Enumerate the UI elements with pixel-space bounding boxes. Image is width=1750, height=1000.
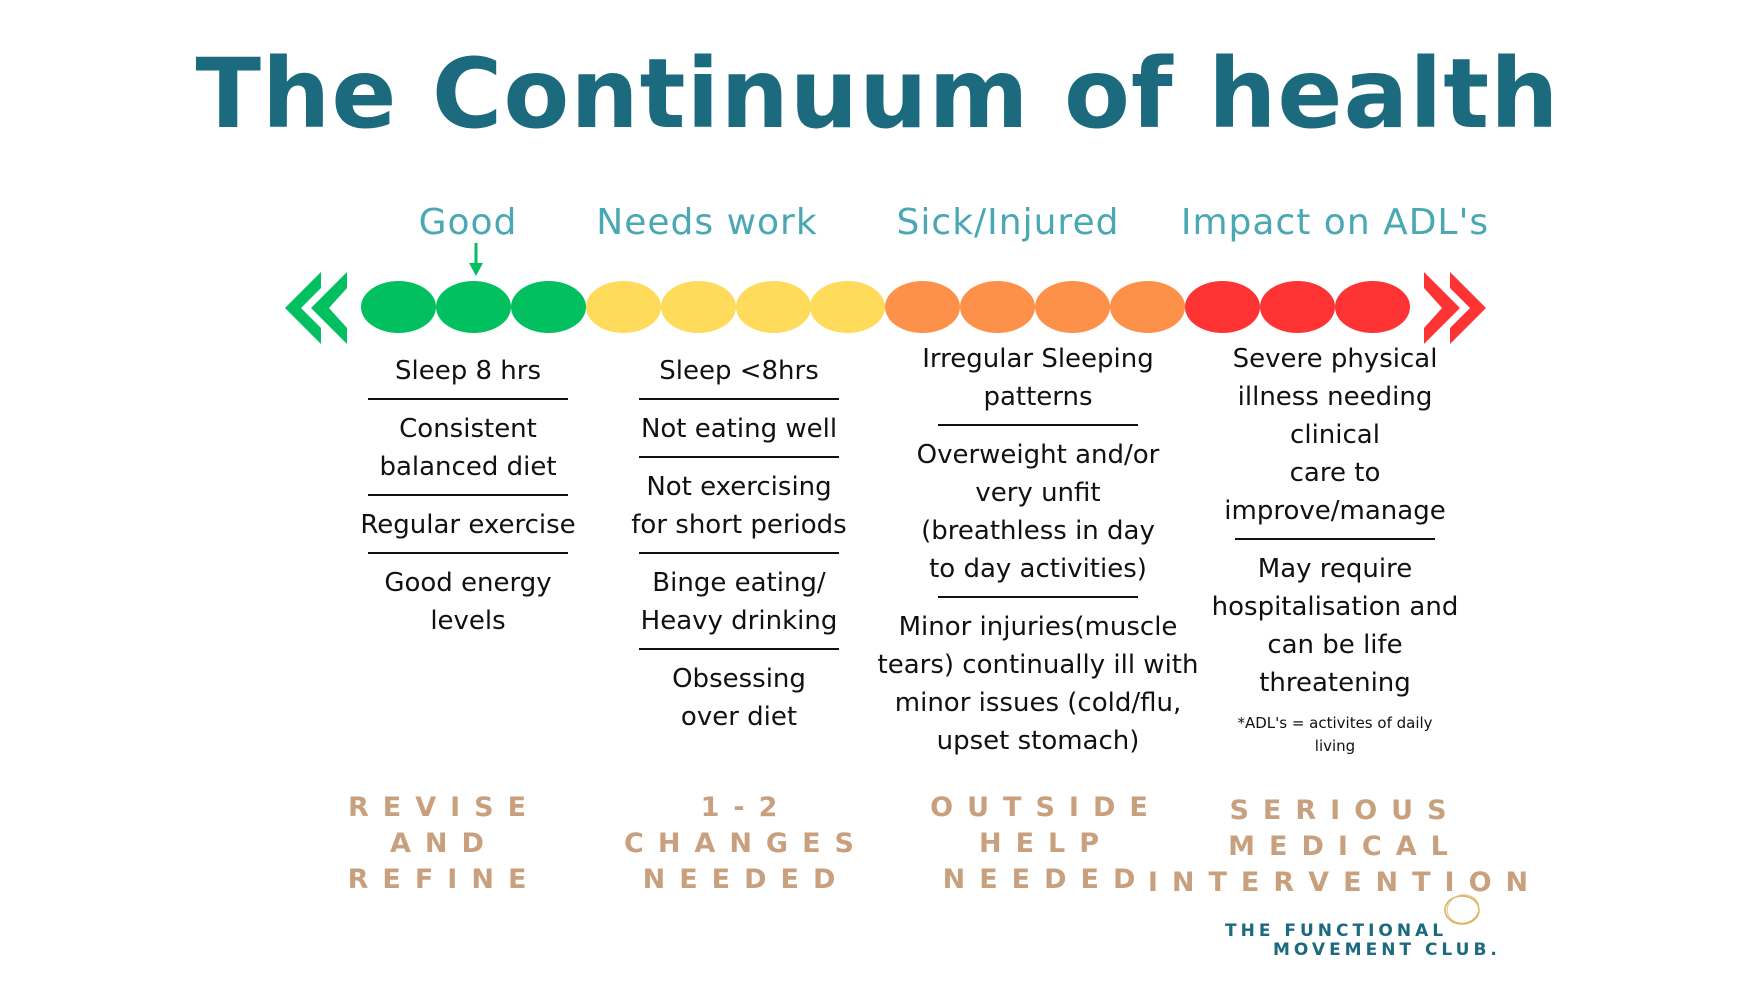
double-chevron-left-icon xyxy=(285,272,347,344)
scale-dot xyxy=(885,281,961,333)
column-impact-adl: Severe physical illness needing clinical… xyxy=(1170,338,1500,758)
logo-text-line2: MOVEMENT CLUB. xyxy=(1273,940,1501,960)
list-item: Not eating well xyxy=(640,414,838,444)
category-good: Good xyxy=(418,202,518,243)
scale-dot xyxy=(1334,281,1410,333)
list-item: Minor injuries(muscle tears) continually… xyxy=(877,612,1199,756)
list-item: Obsessing over diet xyxy=(672,664,806,732)
scale-dot xyxy=(435,281,511,333)
list-item: Irregular Sleeping patterns xyxy=(922,344,1154,412)
divider xyxy=(368,552,568,554)
list-item: Good energy levels xyxy=(384,568,552,636)
outcome-outside-help: OUTSIDE HELP NEEDED xyxy=(930,792,1162,895)
down-arrow-icon xyxy=(469,243,483,276)
footnote: *ADL's = activites of daily living xyxy=(1237,714,1433,755)
divider xyxy=(639,648,839,650)
list-item: Sleep 8 hrs xyxy=(394,356,541,386)
logo: THE FUNCTIONAL MOVEMENT CLUB. xyxy=(1225,893,1497,963)
divider xyxy=(1235,538,1435,540)
divider xyxy=(639,552,839,554)
scale-dot xyxy=(810,281,886,333)
list-item: Not exercising for short periods xyxy=(631,472,847,540)
divider xyxy=(938,596,1138,598)
scale-dot xyxy=(660,281,736,333)
scale-dot xyxy=(585,281,661,333)
divider xyxy=(639,456,839,458)
logo-text-line1: THE FUNCTIONAL xyxy=(1225,921,1448,941)
list-item: Severe physical illness needing clinical… xyxy=(1224,344,1446,526)
list-item: Binge eating/ Heavy drinking xyxy=(640,568,838,636)
scale-dot xyxy=(1184,281,1260,333)
scale-dot xyxy=(735,281,811,333)
scale-dot xyxy=(361,281,436,333)
list-item: Consistent balanced diet xyxy=(379,414,557,482)
list-item: Regular exercise xyxy=(360,510,576,540)
divider xyxy=(639,398,839,400)
column-sick-injured: Irregular Sleeping patterns Overweight an… xyxy=(858,338,1218,762)
scale-dot xyxy=(1259,281,1335,333)
divider xyxy=(368,494,568,496)
category-sick-injured: Sick/Injured xyxy=(896,202,1120,243)
category-impact-adl: Impact on ADL's xyxy=(1180,202,1490,243)
column-needs-work: Sleep <8hrs Not eating well Not exercising… xyxy=(574,350,904,738)
list-item: May require hospitalisation and can be l… xyxy=(1211,554,1459,698)
list-item: Sleep <8hrs xyxy=(659,356,819,386)
divider xyxy=(368,398,568,400)
outcome-changes-needed: 1-2 CHANGES NEEDED xyxy=(624,792,868,895)
scale-dot xyxy=(960,281,1036,333)
ring-logo-icon xyxy=(1444,894,1480,925)
scale-dot xyxy=(1035,281,1111,333)
page-title: The Continuum of health xyxy=(195,38,1560,150)
outcome-medical-intervention: SERIOUS MEDICAL INTERVENTION xyxy=(1147,795,1543,898)
scale-dot xyxy=(510,281,586,333)
outcome-revise-refine: REVISE AND REFINE xyxy=(347,792,541,895)
scale-dot xyxy=(1110,281,1185,333)
list-item: Overweight and/or very unfit (breathless… xyxy=(916,440,1160,584)
category-needs-work: Needs work xyxy=(596,202,818,243)
divider xyxy=(938,424,1138,426)
double-chevron-right-icon xyxy=(1424,272,1486,344)
column-good: Sleep 8 hrs Consistent balanced diet Regul… xyxy=(303,350,633,642)
